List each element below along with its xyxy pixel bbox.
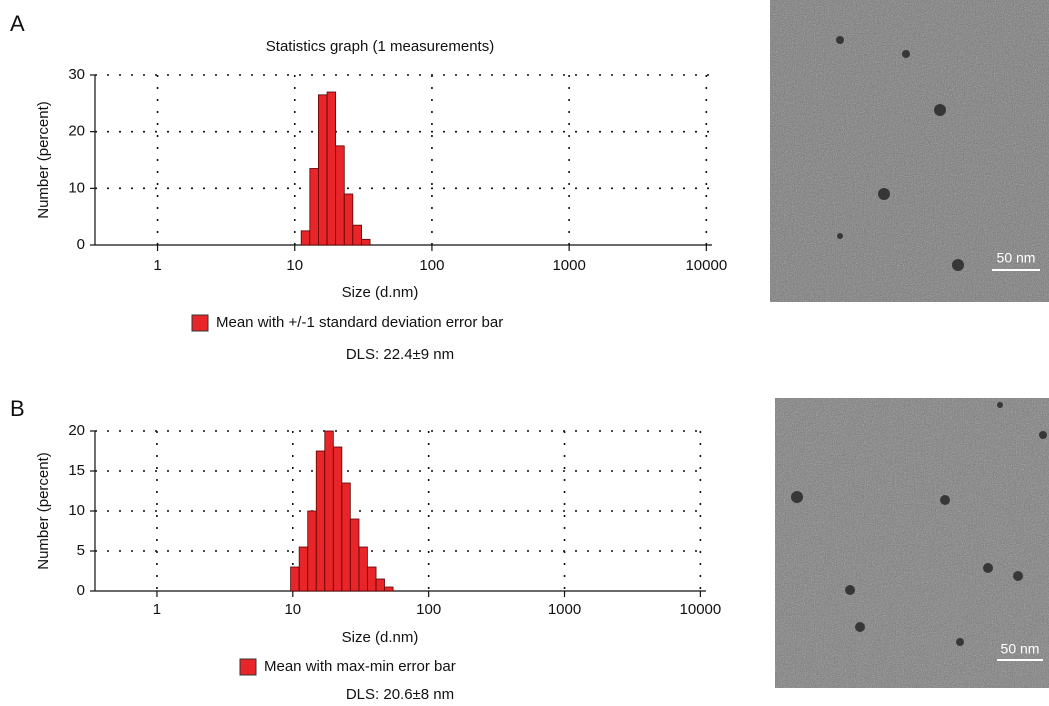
bar bbox=[352, 224, 362, 246]
bar bbox=[307, 510, 317, 592]
annotation: DLS: 22.4±9 nm bbox=[346, 346, 454, 363]
y-tick-label: 30 bbox=[68, 66, 85, 83]
x-axis-label: Size (d.nm) bbox=[342, 284, 419, 301]
x-tick-label: 1000 bbox=[548, 601, 581, 618]
tem-image-a bbox=[770, 0, 1049, 302]
bar bbox=[361, 238, 371, 246]
x-tick-label: 10 bbox=[284, 601, 301, 618]
bar bbox=[309, 168, 319, 246]
bar bbox=[335, 145, 345, 246]
x-tick-label: 10000 bbox=[680, 601, 722, 618]
bar bbox=[300, 230, 311, 246]
legend-label: Mean with +/-1 standard deviation error … bbox=[216, 314, 503, 331]
bar bbox=[298, 546, 309, 592]
tem-image-b bbox=[775, 398, 1049, 688]
panel-label: A bbox=[10, 11, 25, 36]
y-tick-label: 20 bbox=[68, 123, 85, 140]
y-tick-label: 0 bbox=[77, 236, 85, 253]
x-tick-label: 1000 bbox=[552, 257, 585, 274]
bar bbox=[358, 546, 368, 592]
bar bbox=[318, 94, 328, 246]
x-tick-label: 10000 bbox=[685, 257, 727, 274]
y-tick-label: 15 bbox=[68, 462, 85, 479]
x-axis-label: Size (d.nm) bbox=[342, 629, 419, 646]
y-tick-label: 5 bbox=[77, 542, 85, 559]
y-tick-label: 10 bbox=[68, 502, 85, 519]
bar bbox=[290, 566, 300, 592]
x-tick-label: 100 bbox=[419, 257, 444, 274]
bar bbox=[341, 482, 351, 592]
bar bbox=[326, 91, 337, 246]
scale-bar-label: 50 nm bbox=[997, 250, 1036, 266]
bar bbox=[332, 446, 343, 592]
legend-swatch bbox=[239, 658, 257, 676]
bar bbox=[366, 566, 377, 592]
y-tick-label: 10 bbox=[68, 179, 85, 196]
chart-title: Statistics graph (1 measurements) bbox=[266, 38, 494, 55]
x-tick-label: 1 bbox=[153, 257, 161, 274]
y-axis-label: Number (percent) bbox=[35, 452, 52, 570]
bar bbox=[384, 586, 394, 592]
x-tick-label: 1 bbox=[153, 601, 161, 618]
bar bbox=[324, 430, 334, 592]
x-tick-label: 10 bbox=[286, 257, 303, 274]
y-tick-label: 0 bbox=[77, 582, 85, 599]
bar bbox=[343, 193, 354, 246]
y-tick-label: 20 bbox=[68, 422, 85, 439]
scale-bar-label: 50 nm bbox=[1001, 641, 1040, 657]
annotation: DLS: 20.6±8 nm bbox=[346, 686, 454, 703]
bar bbox=[349, 518, 360, 592]
bar bbox=[375, 578, 385, 592]
legend-swatch bbox=[191, 314, 209, 332]
x-tick-label: 100 bbox=[416, 601, 441, 618]
y-axis-label: Number (percent) bbox=[35, 101, 52, 219]
panel-label: B bbox=[10, 396, 25, 421]
bar bbox=[315, 450, 326, 592]
legend-label: Mean with max-min error bar bbox=[264, 658, 456, 675]
